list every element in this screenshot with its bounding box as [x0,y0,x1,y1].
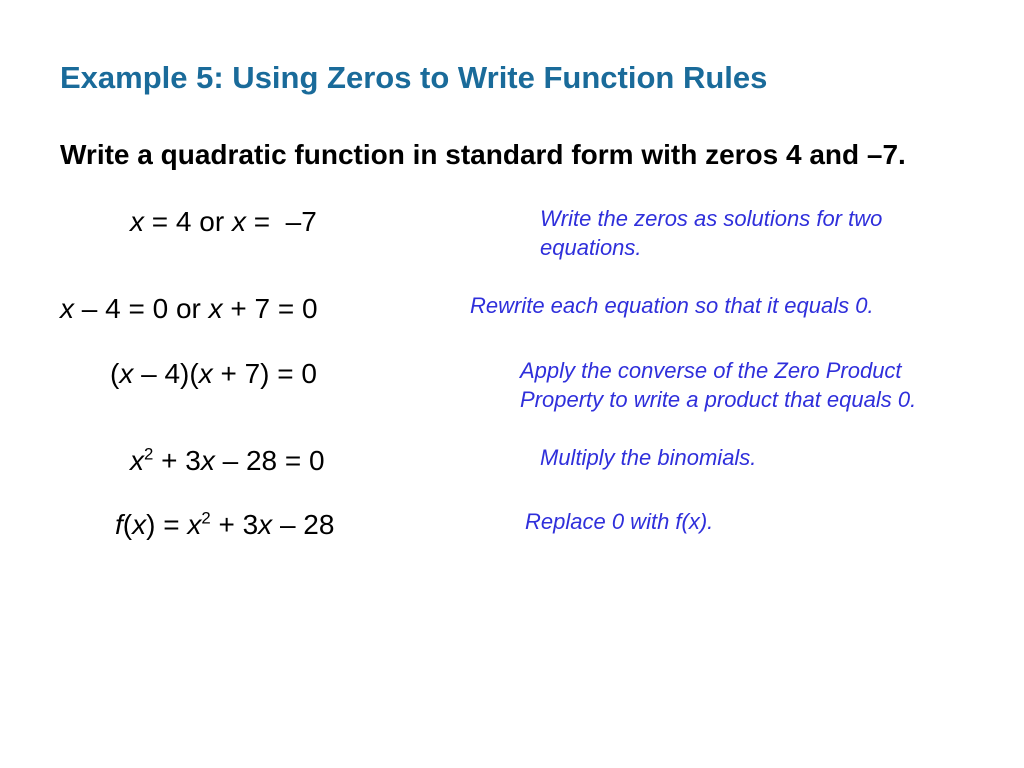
equation-step-4: x2 + 3x – 28 = 0 [60,443,540,479]
explain-step-3: Apply the converse of the Zero Product P… [520,356,964,415]
slide-container: Example 5: Using Zeros to Write Function… [0,0,1024,584]
explain-step-1: Write the zeros as solutions for two equ… [540,204,964,263]
equation-step-1: x = 4 or x = –7 [60,204,540,240]
equation-step-3: (x – 4)(x + 7) = 0 [60,356,520,392]
equation-step-5: f(x) = x2 + 3x – 28 [60,507,525,543]
steps-list: x = 4 or x = –7 Write the zeros as solut… [60,204,964,544]
explain-step-5: Replace 0 with f(x). [525,507,713,537]
explain-step-2: Rewrite each equation so that it equals … [470,291,874,321]
step-row: x – 4 = 0 or x + 7 = 0 Rewrite each equa… [60,291,964,327]
slide-title: Example 5: Using Zeros to Write Function… [60,60,964,96]
step-row: x2 + 3x – 28 = 0 Multiply the binomials. [60,443,964,479]
step-row: x = 4 or x = –7 Write the zeros as solut… [60,204,964,263]
step-row: (x – 4)(x + 7) = 0 Apply the converse of… [60,356,964,415]
step-row: f(x) = x2 + 3x – 28 Replace 0 with f(x). [60,507,964,543]
explain-step-4: Multiply the binomials. [540,443,756,473]
problem-prompt: Write a quadratic function in standard f… [60,136,964,174]
equation-step-2: x – 4 = 0 or x + 7 = 0 [60,291,470,327]
